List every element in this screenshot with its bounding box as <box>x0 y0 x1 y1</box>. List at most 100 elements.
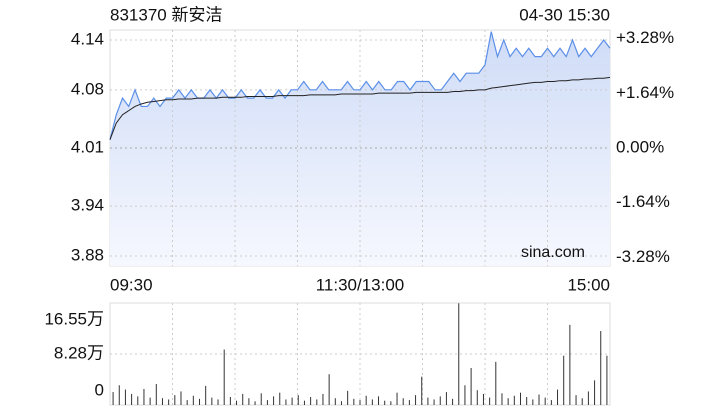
y-tick-label: 8.28万 <box>54 343 104 362</box>
volume-bar <box>606 355 608 405</box>
volume-bar <box>291 397 293 405</box>
volume-bar <box>501 393 503 405</box>
volume-bar <box>371 399 373 405</box>
volume-bar <box>285 399 287 405</box>
volume-bar <box>340 401 342 405</box>
y-tick-label: 3.94 <box>71 196 104 215</box>
volume-bar <box>513 395 515 405</box>
volume-bar <box>229 396 231 405</box>
volume-bar <box>322 393 324 405</box>
volume-bar <box>359 400 361 405</box>
volume-bar <box>217 399 219 405</box>
volume-bar <box>131 393 133 405</box>
y-tick-label: 4.08 <box>71 79 104 98</box>
watermark: sina.com <box>521 244 585 261</box>
y2-tick-label: +3.28% <box>616 28 674 47</box>
volume-bar <box>254 401 256 405</box>
volume-bar <box>180 391 182 405</box>
volume-bar <box>223 349 225 405</box>
y-tick-label: 3.88 <box>71 246 104 265</box>
volume-bar <box>192 395 194 405</box>
volume-bar <box>384 400 386 405</box>
volume-bar <box>273 396 275 405</box>
volume-bar <box>519 392 521 405</box>
series-line <box>109 76 611 140</box>
volume-bar <box>594 380 596 405</box>
volume-bar <box>507 398 509 405</box>
y-tick-label: 4.14 <box>71 29 104 48</box>
volume-bar <box>186 400 188 405</box>
volume-bar <box>563 355 565 405</box>
volume-bar <box>279 392 281 405</box>
series-line <box>109 31 611 140</box>
x-tick-label: 11:30/13:00 <box>316 275 405 294</box>
volume-bar <box>310 396 312 405</box>
volume-bar <box>587 391 589 405</box>
volume-bar <box>476 390 478 405</box>
volume-bar <box>526 396 528 405</box>
volume-bar <box>205 385 207 405</box>
volume-bar <box>149 397 151 405</box>
volume-bar <box>248 398 250 405</box>
volume-bar <box>538 394 540 405</box>
volume-bar <box>334 398 336 405</box>
y2-tick-label: -1.64% <box>616 192 670 211</box>
volume-bar <box>396 392 398 405</box>
y-tick-label: 16.55万 <box>44 309 104 328</box>
volume-bar <box>303 400 305 405</box>
volume-bar <box>482 393 484 405</box>
volume-bar <box>532 399 534 405</box>
volume-bar <box>316 399 318 405</box>
volume-bar <box>489 397 491 405</box>
volume-bar <box>458 303 460 405</box>
volume-bar <box>402 398 404 405</box>
volume-bar <box>260 393 262 405</box>
volume-bar <box>378 396 380 405</box>
y2-tick-label: 0.00% <box>616 137 664 156</box>
volume-bar <box>445 392 447 405</box>
volume-bar <box>421 376 423 405</box>
chart-subtitle: 04-30 15:30 <box>519 5 610 24</box>
volume-bar <box>415 395 417 405</box>
volume-bar <box>581 398 583 405</box>
volume-bar <box>439 396 441 405</box>
volume-bar <box>266 400 268 405</box>
volume-bar <box>168 399 170 405</box>
volume-bar <box>365 395 367 405</box>
y-tick-label: 0 <box>95 380 104 399</box>
volume-bar <box>464 385 466 405</box>
volume-bar <box>155 384 157 405</box>
y2-tick-label: +1.64% <box>616 83 674 102</box>
y2-tick-label: -3.28% <box>616 247 670 266</box>
volume-bar <box>557 389 559 405</box>
volume-bar <box>211 397 213 405</box>
x-tick-label: 15:00 <box>567 275 610 294</box>
volume-bar <box>390 401 392 405</box>
volume-bar <box>452 398 454 405</box>
volume-bar <box>600 331 602 405</box>
volume-bar <box>199 398 201 405</box>
volume-bar <box>161 398 163 405</box>
volume-bar <box>569 324 571 405</box>
volume-bar <box>495 361 497 405</box>
volume-bar <box>353 398 355 405</box>
volume-bar <box>427 397 429 405</box>
volume-bar <box>242 393 244 405</box>
volume-bar <box>470 368 472 405</box>
volume-bar <box>433 399 435 405</box>
volume-bar <box>174 395 176 405</box>
volume-bar <box>408 400 410 405</box>
volume-bar <box>137 396 139 405</box>
y-tick-label: 4.01 <box>71 137 104 156</box>
volume-bar <box>297 395 299 405</box>
volume-bar <box>143 388 145 405</box>
x-tick-label: 09:30 <box>110 275 153 294</box>
volume-bar <box>347 390 349 405</box>
volume-bar <box>550 400 552 405</box>
volume-bar <box>328 374 330 405</box>
volume-bar <box>124 389 126 405</box>
volume-bar <box>544 397 546 405</box>
volume-bar <box>575 395 577 405</box>
chart-title: 831370 新安洁 <box>110 5 222 24</box>
